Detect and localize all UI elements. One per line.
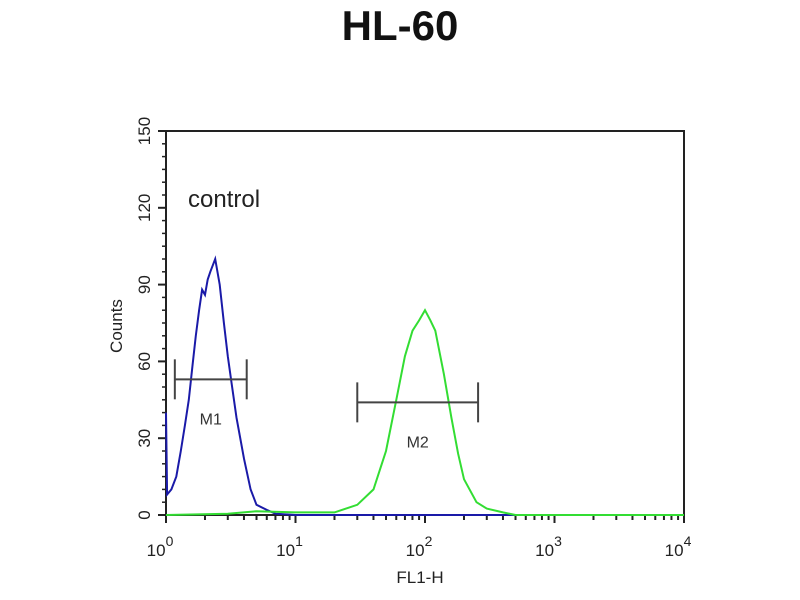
annotation-control: control: [188, 186, 260, 213]
y-tick-label: 120: [135, 194, 154, 222]
y-tick-label: 90: [135, 275, 154, 294]
x-tick-label: 100: [147, 533, 174, 560]
marker-label-M1: M1: [200, 411, 222, 428]
x-tick-label: 103: [535, 533, 562, 560]
y-tick-label: 60: [135, 352, 154, 371]
y-tick-label: 30: [135, 429, 154, 448]
x-axis-label: FL1-H: [396, 568, 443, 587]
y-tick-label: 0: [135, 510, 154, 519]
marker-label-M2: M2: [407, 434, 429, 451]
series-line-1: [165, 308, 684, 516]
series-line-0: [165, 255, 684, 516]
chart-title: HL-60: [341, 2, 459, 49]
x-tick-label: 102: [406, 533, 433, 560]
x-tick-label: 101: [276, 533, 303, 560]
y-axis-label: Counts: [107, 299, 126, 353]
x-tick-label: 104: [665, 533, 692, 560]
y-tick-label: 150: [135, 117, 154, 145]
